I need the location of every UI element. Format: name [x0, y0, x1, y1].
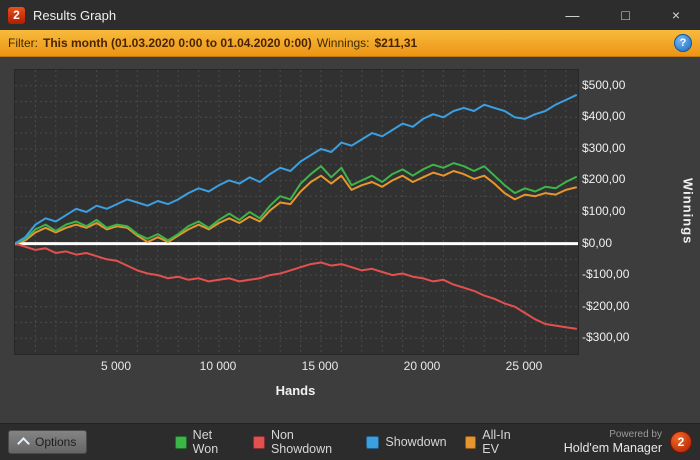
x-tick-label: 10 000: [199, 359, 237, 373]
x-tick-label: 20 000: [403, 359, 441, 373]
legend-swatch-net-won: [175, 435, 187, 449]
hm2-brand-logo-icon: 2: [670, 431, 692, 453]
y-tick-label: $500,00: [582, 77, 626, 92]
y-tick-label: $300,00: [582, 140, 626, 155]
window-controls: — □ ×: [565, 0, 692, 30]
legend-item-showdown[interactable]: Showdown: [366, 435, 447, 449]
help-button[interactable]: ?: [674, 34, 692, 52]
x-axis-title: Hands: [275, 383, 316, 398]
y-tick-label: $200,00: [582, 172, 626, 187]
x-tick-label: 25 000: [505, 359, 543, 373]
y-tick-label: -$200,00: [582, 298, 630, 313]
x-tick-label: 15 000: [301, 359, 339, 373]
results-graph-canvas: [15, 70, 578, 354]
brand-name: Hold'em Manager: [563, 440, 662, 455]
y-tick-label: $0,00: [582, 235, 613, 250]
legend-swatch-showdown: [366, 435, 380, 449]
chart-area: $500,00 $400,00 $300,00 $200,00 $100,00 $0,00…: [0, 57, 700, 423]
powered-by-text: Powered by Hold'em Manager: [564, 429, 662, 455]
x-tick-label: 5 000: [100, 359, 132, 373]
y-axis-title: Winnings: [680, 177, 696, 245]
legend-label-net-won: Net Won: [192, 428, 219, 456]
filter-bar: Filter: This month (01.03.2020 0:00 to 0…: [0, 30, 700, 57]
powered-by-label: Powered by: [609, 429, 662, 441]
hm2-logo-icon: 2: [8, 6, 25, 24]
powered-by-block: Powered by Hold'em Manager 2: [564, 429, 692, 455]
y-tick-label: -$100,00: [582, 267, 630, 282]
legend-item-net-won[interactable]: Net Won: [175, 428, 235, 456]
winnings-label: Winnings:: [316, 36, 370, 50]
legend-swatch-all-in-ev: [464, 435, 477, 449]
maximize-button[interactable]: □: [621, 7, 630, 23]
bottom-bar: Options Net Won Non Showdown Showdown All-I…: [0, 423, 700, 460]
y-tick-label: -$300,00: [582, 330, 630, 345]
filter-label: Filter:: [8, 36, 38, 50]
legend-label-all-in-ev: All-In EV: [482, 428, 511, 456]
legend-swatch-non-showdown: [253, 435, 265, 449]
y-axis-title-wrap: Winnings: [678, 69, 698, 353]
titlebar[interactable]: 2 Results Graph — □ ×: [0, 0, 700, 30]
chart-legend: Net Won Non Showdown Showdown All-In EV: [175, 428, 525, 456]
close-button[interactable]: ×: [671, 7, 680, 23]
plot-area[interactable]: [14, 69, 579, 355]
winnings-value: $211,31: [374, 36, 418, 50]
legend-item-all-in-ev[interactable]: All-In EV: [464, 428, 525, 456]
series-line-all-in-ev: [15, 170, 577, 245]
legend-item-non-showdown[interactable]: Non Showdown: [253, 428, 348, 456]
series-line-non-showdown: [15, 242, 577, 330]
y-tick-label: $400,00: [582, 109, 626, 124]
legend-label-non-showdown: Non Showdown: [270, 428, 333, 456]
y-tick-label: $100,00: [582, 204, 626, 218]
options-button[interactable]: Options: [8, 430, 88, 454]
legend-label-showdown: Showdown: [385, 435, 447, 449]
minimize-button[interactable]: —: [565, 7, 580, 23]
chevron-up-icon: [17, 437, 30, 450]
series-line-net-won: [15, 162, 577, 245]
y-axis-tick-labels: $500,00 $400,00 $300,00 $200,00 $100,00 $0,00…: [582, 69, 660, 353]
x-axis-tick-labels: 5 000 10 000 15 000 20 000 25 000: [14, 359, 577, 375]
series-line-showdown: [15, 94, 577, 245]
window-title: Results Graph: [33, 7, 117, 23]
filter-range-value: This month (01.03.2020 0:00 to 01.04.202…: [43, 36, 312, 50]
options-label: Options: [35, 435, 77, 449]
